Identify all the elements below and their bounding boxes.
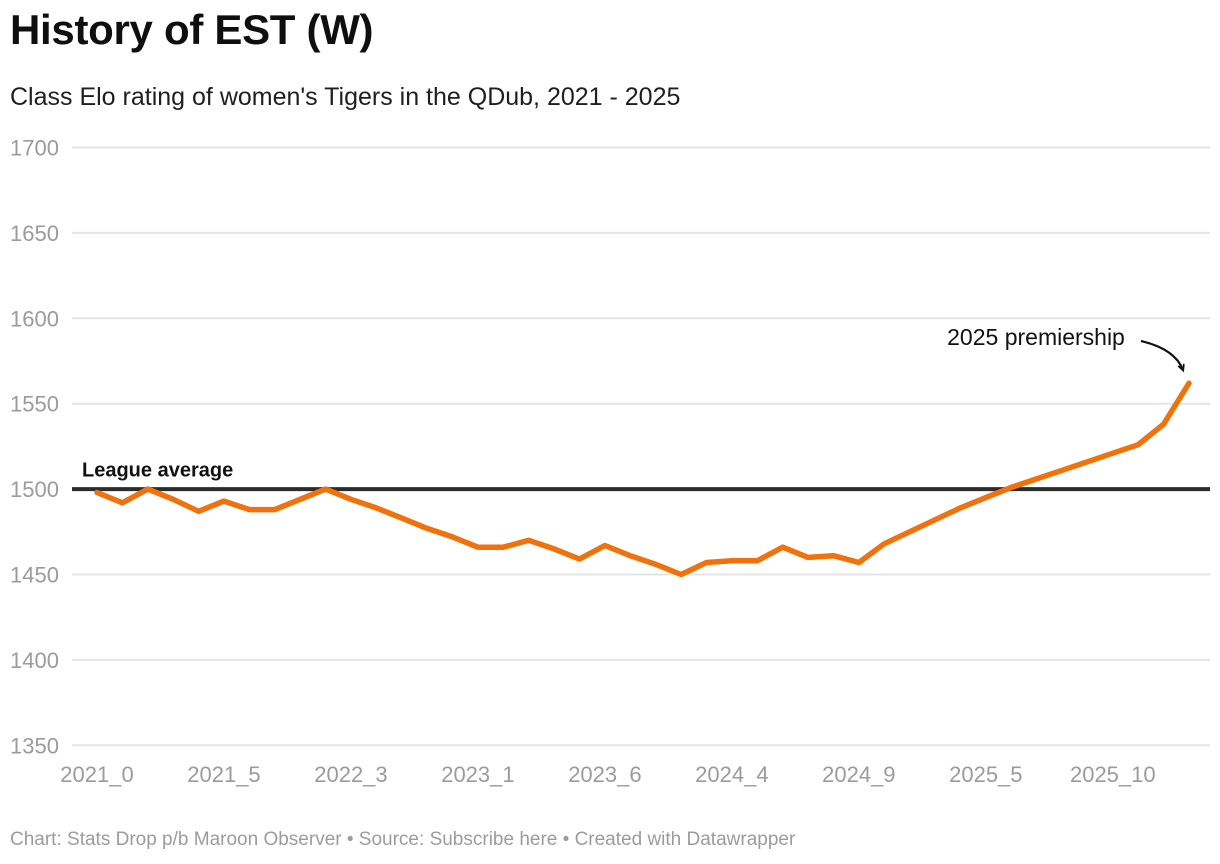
x-tick-label: 2024_4 bbox=[695, 762, 768, 787]
y-tick-label: 1350 bbox=[10, 733, 59, 758]
x-tick-label: 2024_9 bbox=[822, 762, 895, 787]
footer-credit-text: Chart: Stats Drop p/b Maroon Observer • … bbox=[10, 829, 430, 850]
y-tick-label: 1700 bbox=[10, 136, 59, 161]
page-subtitle: Class Elo rating of women's Tigers in th… bbox=[10, 83, 681, 111]
x-tick-label: 2025_10 bbox=[1070, 762, 1156, 787]
x-tick-label: 2021_5 bbox=[187, 762, 260, 787]
y-tick-label: 1500 bbox=[10, 477, 59, 502]
x-tick-label: 2023_1 bbox=[441, 762, 514, 787]
footer-source-link[interactable]: Subscribe here bbox=[429, 829, 558, 850]
x-tick-label: 2022_3 bbox=[314, 762, 387, 787]
page-title: History of EST (W) bbox=[10, 6, 374, 53]
annotation-arrow-icon bbox=[1140, 339, 1183, 370]
x-axis: 2021_0 2021_5 2022_3 2023_1 2023_6 2024_4 2024… bbox=[60, 762, 1155, 787]
y-tick-label: 1650 bbox=[10, 221, 59, 246]
y-tick-label: 1600 bbox=[10, 306, 59, 331]
annotation-premiership-label: 2025 premiership bbox=[947, 324, 1125, 350]
x-tick-label: 2023_6 bbox=[568, 762, 641, 787]
chart-footer: Chart: Stats Drop p/b Maroon Observer • … bbox=[10, 829, 795, 851]
league-average-label: League average bbox=[82, 460, 233, 482]
footer-created-with-text: • Created with Datawrapper bbox=[557, 829, 796, 850]
y-tick-label: 1550 bbox=[10, 392, 59, 417]
x-tick-label: 2025_5 bbox=[949, 762, 1022, 787]
y-axis: 1700 1650 1600 1550 1500 1450 1400 1350 bbox=[10, 136, 1210, 758]
y-tick-label: 1450 bbox=[10, 563, 59, 588]
x-tick-label: 2021_0 bbox=[60, 762, 133, 787]
elo-line-series[interactable] bbox=[94, 380, 1192, 578]
y-tick-label: 1400 bbox=[10, 648, 59, 673]
